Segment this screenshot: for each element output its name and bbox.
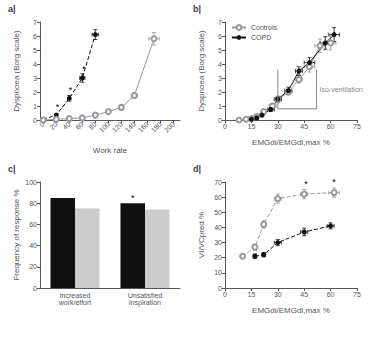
svg-text:Unsatisfied: Unsatisfied bbox=[128, 292, 163, 299]
svg-text:3: 3 bbox=[218, 75, 222, 82]
svg-text:Dyspnoea (Borg scale): Dyspnoea (Borg scale) bbox=[12, 30, 21, 112]
svg-text:*: * bbox=[332, 177, 336, 187]
svg-text:30: 30 bbox=[214, 239, 222, 246]
svg-text:40: 40 bbox=[61, 120, 72, 131]
svg-text:a|: a| bbox=[8, 4, 16, 14]
svg-text:15: 15 bbox=[248, 291, 256, 298]
svg-text:6: 6 bbox=[218, 33, 222, 40]
svg-text:c|: c| bbox=[8, 164, 16, 174]
svg-text:inspiration: inspiration bbox=[129, 299, 161, 307]
svg-text:0: 0 bbox=[218, 117, 222, 124]
svg-text:140: 140 bbox=[124, 120, 137, 133]
svg-text:100: 100 bbox=[25, 179, 37, 186]
svg-text:80: 80 bbox=[29, 200, 37, 207]
svg-text:Dyspnoea (Borg scale): Dyspnoea (Borg scale) bbox=[197, 30, 206, 112]
svg-text:60: 60 bbox=[327, 291, 335, 298]
svg-text:75: 75 bbox=[353, 123, 361, 130]
svg-text:work/effort: work/effort bbox=[58, 299, 92, 306]
svg-text:1: 1 bbox=[218, 103, 222, 110]
svg-text:*: * bbox=[304, 179, 308, 189]
svg-text:20: 20 bbox=[214, 254, 222, 261]
svg-text:15: 15 bbox=[248, 123, 256, 130]
svg-text:160: 160 bbox=[137, 120, 150, 133]
svg-text:40: 40 bbox=[29, 242, 37, 249]
svg-text:30: 30 bbox=[274, 291, 282, 298]
svg-text:180: 180 bbox=[150, 120, 163, 133]
svg-text:20: 20 bbox=[29, 263, 37, 270]
svg-text:3: 3 bbox=[33, 75, 37, 82]
svg-text:6: 6 bbox=[33, 33, 37, 40]
svg-text:4: 4 bbox=[33, 61, 37, 68]
svg-text:7: 7 bbox=[218, 19, 222, 26]
svg-text:2: 2 bbox=[33, 89, 37, 96]
svg-text:2: 2 bbox=[218, 89, 222, 96]
svg-text:Increased: Increased bbox=[60, 292, 91, 299]
svg-text:Work rate: Work rate bbox=[93, 146, 128, 155]
svg-text:0: 0 bbox=[33, 285, 37, 292]
svg-text:200: 200 bbox=[163, 120, 176, 133]
svg-text:COPD: COPD bbox=[251, 34, 271, 41]
svg-text:40: 40 bbox=[214, 224, 222, 231]
svg-text:0: 0 bbox=[223, 291, 227, 298]
svg-text:10: 10 bbox=[214, 269, 222, 276]
svg-text:7: 7 bbox=[33, 19, 37, 26]
svg-text:120: 120 bbox=[111, 120, 124, 133]
svg-text:Vt/VCpred %: Vt/VCpred % bbox=[197, 212, 206, 258]
svg-text:Iso-ventilation: Iso-ventilation bbox=[320, 86, 363, 93]
svg-text:*: * bbox=[82, 64, 86, 74]
svg-text:5: 5 bbox=[33, 47, 37, 54]
svg-text:5: 5 bbox=[218, 47, 222, 54]
svg-text:4: 4 bbox=[218, 61, 222, 68]
svg-text:60: 60 bbox=[327, 123, 335, 130]
svg-text:Controls: Controls bbox=[251, 24, 278, 31]
svg-text:*: * bbox=[56, 102, 60, 112]
svg-text:EMGdi/EMGdi,max %: EMGdi/EMGdi,max % bbox=[252, 138, 330, 147]
svg-text:50: 50 bbox=[214, 209, 222, 216]
svg-text:0: 0 bbox=[223, 123, 227, 130]
svg-text:0: 0 bbox=[33, 117, 37, 124]
svg-text:b|: b| bbox=[193, 4, 201, 14]
svg-text:d|: d| bbox=[193, 164, 201, 174]
svg-text:70: 70 bbox=[214, 179, 222, 186]
svg-text:75: 75 bbox=[353, 291, 361, 298]
svg-text:80: 80 bbox=[87, 120, 98, 131]
svg-text:EMGdi/EMGdi,max %: EMGdi/EMGdi,max % bbox=[252, 306, 330, 315]
svg-text:20: 20 bbox=[48, 120, 59, 131]
svg-text:1: 1 bbox=[33, 103, 37, 110]
svg-text:100: 100 bbox=[98, 120, 111, 133]
svg-text:45: 45 bbox=[300, 123, 308, 130]
svg-text:0: 0 bbox=[218, 285, 222, 292]
svg-text:30: 30 bbox=[274, 123, 282, 130]
svg-text:0: 0 bbox=[38, 120, 46, 129]
svg-text:*: * bbox=[131, 193, 135, 203]
svg-text:60: 60 bbox=[74, 120, 85, 131]
svg-text:45: 45 bbox=[300, 291, 308, 298]
svg-text:Frequency of response %: Frequency of response % bbox=[12, 189, 21, 280]
svg-text:60: 60 bbox=[214, 194, 222, 201]
svg-text:*: * bbox=[69, 85, 73, 95]
svg-text:60: 60 bbox=[29, 221, 37, 228]
